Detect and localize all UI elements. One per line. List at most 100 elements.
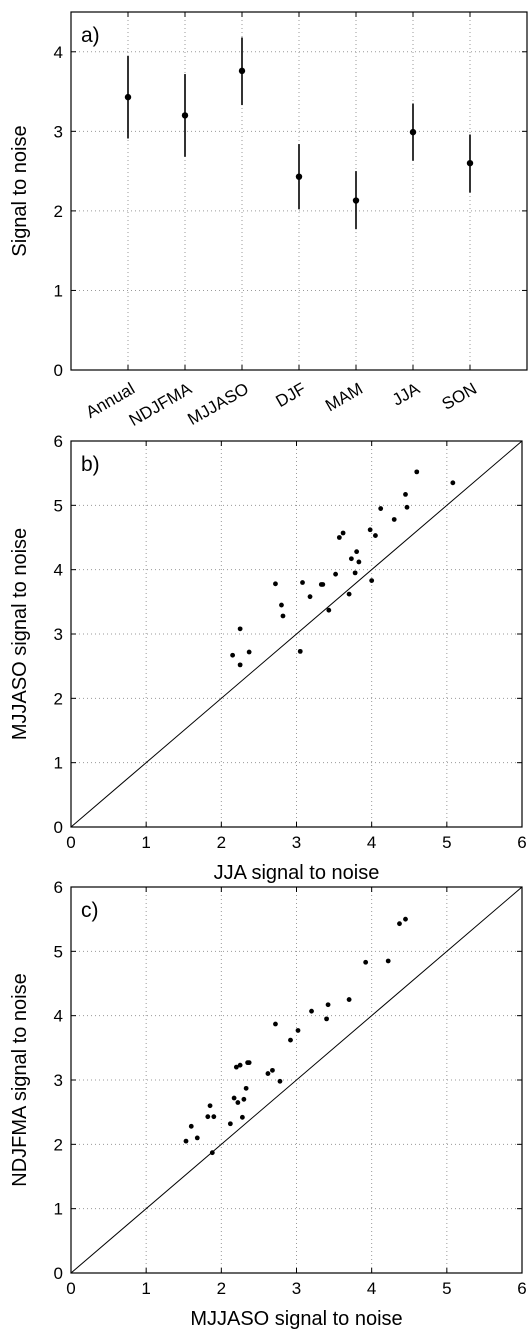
x-axis-label: MJJASO signal to noise: [190, 1308, 402, 1330]
data-point: [309, 1008, 314, 1014]
x-tick-label: 2: [217, 833, 226, 852]
chart-panel-3: 0 1 2 3 4 5 6 0 1 2 3 4 5 6 NDJFMA signal to noise MJJA…: [9, 878, 527, 1330]
data-point: [403, 491, 408, 497]
data-point: [246, 649, 252, 655]
data-point: [352, 197, 360, 204]
data-point: [273, 581, 278, 587]
data-point: [205, 1114, 211, 1120]
data-point: [409, 128, 417, 136]
y-tick-label: 2: [54, 1135, 63, 1154]
x-tick-label: 3: [292, 833, 301, 852]
data-point: [346, 591, 352, 597]
data-point: [273, 1021, 278, 1027]
x-tick-label: 6: [517, 1279, 526, 1298]
data-point: [183, 1138, 189, 1144]
data-point: [288, 1037, 293, 1043]
data-point: [385, 958, 391, 964]
data-point: [466, 159, 474, 167]
data-point: [326, 607, 332, 613]
data-point: [124, 93, 132, 101]
data-point: [352, 570, 358, 576]
data-point: [340, 530, 346, 536]
one-to-one-line: [70, 886, 523, 1274]
data-point: [227, 1121, 233, 1127]
y-tick-label: 3: [54, 625, 63, 644]
x-tick-label: NDJFMA: [126, 379, 196, 430]
x-tick-label: 4: [367, 833, 376, 852]
data-point: [237, 662, 243, 668]
data-point: [237, 1062, 243, 1068]
x-tick-label: 0: [66, 1279, 75, 1298]
x-tick-label: 0: [66, 833, 75, 852]
panel-label: a): [81, 24, 100, 47]
data-point: [391, 517, 397, 522]
data-point: [239, 1114, 245, 1120]
data-point: [295, 1028, 301, 1033]
data-point: [356, 559, 362, 565]
data-point: [300, 580, 305, 585]
y-tick-label: 0: [54, 1264, 63, 1283]
data-point: [320, 582, 326, 587]
data-point: [378, 506, 384, 511]
data-point: [369, 578, 375, 584]
one-to-one-line: [70, 440, 523, 828]
data-point: [277, 1078, 283, 1084]
data-point: [270, 1067, 275, 1073]
y-tick-label: 1: [54, 1200, 63, 1219]
data-point: [297, 648, 303, 654]
data-point: [246, 1060, 252, 1066]
chart-panel-2: 0 1 2 3 4 5 6 0 1 2 3 4 5 6 MJJASO signal to noise JJA …: [9, 432, 527, 884]
data-point: [333, 571, 338, 577]
y-tick-label: 5: [54, 496, 63, 515]
x-tick-label: 1: [141, 833, 150, 852]
data-point: [367, 527, 373, 533]
data-point: [295, 173, 303, 180]
data-point: [241, 1096, 247, 1102]
x-tick-label: MAM: [322, 379, 366, 415]
panel-label: b): [81, 453, 100, 476]
data-point: [336, 535, 342, 540]
y-tick-label: 3: [54, 122, 63, 141]
y-axis-label: NDJFMA signal to noise: [9, 973, 31, 1186]
data-point: [354, 549, 360, 555]
data-point: [235, 1100, 241, 1105]
data-point: [450, 480, 456, 486]
data-point: [188, 1123, 194, 1129]
y-tick-label: 6: [54, 878, 63, 897]
data-point: [397, 921, 402, 927]
x-tick-label: 5: [442, 1279, 451, 1298]
data-point: [346, 997, 352, 1002]
x-tick-label: 6: [517, 833, 526, 852]
y-tick-label: 0: [54, 361, 63, 380]
data-point: [325, 1002, 331, 1008]
x-tick-label: MJJASO: [184, 379, 252, 429]
data-point: [237, 626, 243, 632]
x-tick-label: SON: [439, 379, 480, 414]
y-tick-label: 2: [54, 689, 63, 708]
y-tick-label: 1: [54, 754, 63, 773]
data-point: [279, 602, 284, 608]
y-tick-label: 4: [54, 561, 63, 580]
data-point: [265, 1071, 271, 1076]
y-tick-label: 6: [54, 432, 63, 451]
data-point: [280, 613, 286, 619]
y-tick-label: 4: [54, 43, 63, 62]
y-tick-label: 0: [54, 818, 63, 837]
y-tick-label: 1: [54, 281, 63, 300]
x-tick-label: JJA: [389, 379, 424, 410]
x-axis-label: JJA signal to noise: [214, 862, 380, 884]
y-axis-label: Signal to noise: [9, 125, 31, 256]
x-tick-label: 1: [141, 1279, 150, 1298]
data-point: [230, 652, 236, 658]
data-point: [233, 1064, 239, 1070]
data-point: [194, 1135, 200, 1141]
data-point: [404, 504, 410, 510]
data-point: [209, 1150, 215, 1156]
data-point: [207, 1103, 213, 1109]
data-point: [181, 112, 189, 119]
y-tick-label: 3: [54, 1071, 63, 1090]
x-tick-label: 3: [292, 1279, 301, 1298]
y-tick-label: 4: [54, 1007, 63, 1026]
y-tick-label: 5: [54, 942, 63, 961]
